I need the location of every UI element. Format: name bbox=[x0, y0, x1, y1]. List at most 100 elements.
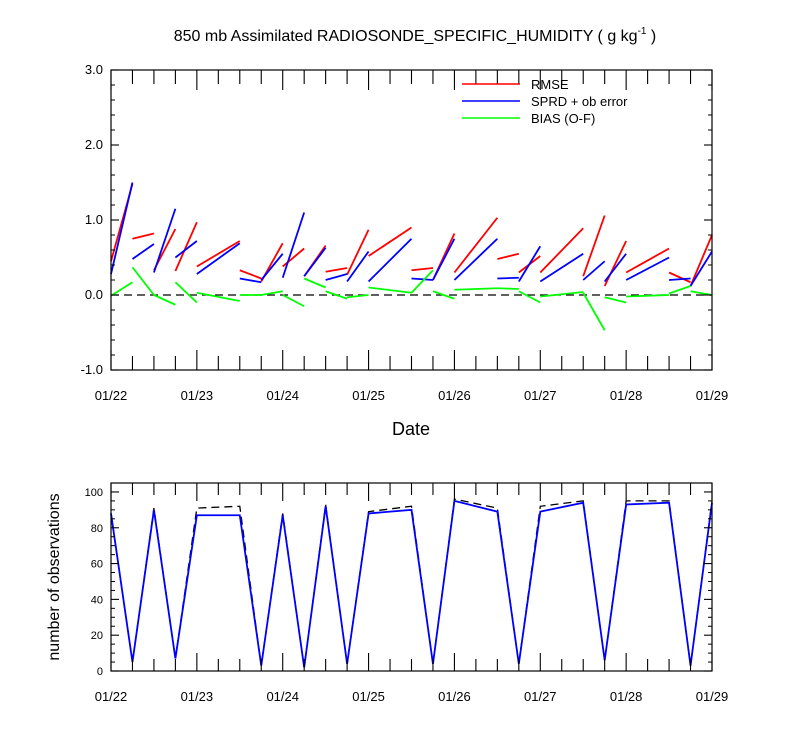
top-xtick-label: 01/28 bbox=[610, 388, 643, 403]
series-sprd-ob-error-segment bbox=[325, 273, 348, 281]
bottom-series-layer bbox=[110, 498, 713, 668]
series-rmse-segment bbox=[411, 267, 434, 272]
series-bias-o-f-segment bbox=[110, 281, 133, 297]
series-bias-o-f-segment bbox=[282, 294, 305, 308]
series-sprd-ob-error-segment bbox=[669, 277, 691, 281]
series-bias-o-f-segment bbox=[582, 292, 606, 331]
series-sprd-ob-error-segment bbox=[281, 212, 306, 279]
series-rmse-segment bbox=[174, 221, 198, 272]
series-sprd-ob-error-segment bbox=[196, 242, 241, 275]
series-rmse-segment bbox=[668, 271, 691, 284]
series-bias-o-f-segment bbox=[518, 290, 541, 304]
bottom-ytick-label: 40 bbox=[91, 594, 103, 606]
series-rmse-segment bbox=[453, 217, 499, 274]
chart-title: 850 mb Assimilated RADIOSONDE_SPECIFIC_H… bbox=[174, 26, 657, 45]
top-ytick-label: 2.0 bbox=[85, 137, 103, 152]
chart-title-main: 850 mb Assimilated RADIOSONDE_SPECIFIC_H… bbox=[174, 28, 638, 45]
series-bias-o-f-segment bbox=[303, 277, 326, 289]
series-bias-o-f-segment bbox=[261, 290, 283, 296]
series-rmse-segment bbox=[282, 247, 305, 268]
top-plot-frame bbox=[110, 69, 713, 371]
series-bias-o-f-segment bbox=[668, 285, 691, 295]
legend: RMSE SPRD + ob error BIAS (O-F) bbox=[462, 77, 628, 126]
series-rmse-segment bbox=[539, 227, 584, 274]
bottom-ytick-label: 60 bbox=[91, 559, 103, 571]
series-sprd-ob-error-segment bbox=[174, 240, 198, 259]
top-ytick-label: 1.0 bbox=[85, 212, 103, 227]
series-rmse-segment bbox=[625, 247, 670, 274]
series-bias-o-f-segment bbox=[174, 281, 198, 304]
bottom-ytick-label: 100 bbox=[85, 487, 103, 499]
series-bias-o-f-segment bbox=[325, 290, 348, 300]
top-ytick-label: 0.0 bbox=[85, 287, 103, 302]
series-rmse-segment bbox=[368, 226, 412, 257]
series-bias-o-f-segment bbox=[454, 287, 498, 291]
series-bias-o-f-segment bbox=[604, 296, 627, 304]
legend-label-sprd: SPRD + ob error bbox=[531, 94, 628, 109]
series-bias-o-f-segment bbox=[131, 266, 155, 296]
y-axis-title-observations: number of observations bbox=[46, 493, 63, 660]
series-rmse-segment bbox=[196, 240, 241, 268]
top-xtick-label: 01/29 bbox=[696, 388, 729, 403]
top-ytick-label: -1.0 bbox=[81, 362, 103, 377]
series-sprd-ob-error-segment bbox=[367, 238, 413, 283]
top-series-layer bbox=[110, 182, 713, 331]
series-sprd-ob-error-segment bbox=[518, 245, 542, 282]
legend-label-rmse: RMSE bbox=[531, 77, 569, 92]
series-sprd-ob-error-segment bbox=[260, 253, 284, 281]
legend-label-bias: BIAS (O-F) bbox=[531, 111, 595, 126]
top-xtick-label: 01/24 bbox=[266, 388, 299, 403]
series-rmse-segment bbox=[497, 252, 520, 260]
series-sprd-ob-error-segment bbox=[131, 243, 155, 260]
bottom-xtick-label: 01/22 bbox=[95, 689, 128, 704]
bottom-xtick-label: 01/25 bbox=[352, 689, 385, 704]
top-xtick-label: 01/23 bbox=[181, 388, 214, 403]
series-sprd-ob-error-segment bbox=[582, 260, 606, 281]
series-bias-o-f-segment bbox=[196, 291, 240, 302]
series-rmse-segment bbox=[582, 215, 606, 277]
chart-title-end: ) bbox=[646, 28, 656, 45]
bottom-ytick-label: 20 bbox=[91, 630, 103, 642]
series-sprd-ob-error-segment bbox=[153, 208, 177, 273]
series-sprd-ob-error-segment bbox=[303, 247, 327, 277]
series-bias-o-f-segment bbox=[497, 287, 519, 290]
top-xtick-label: 01/26 bbox=[438, 388, 471, 403]
top-ytick-label: 3.0 bbox=[85, 62, 103, 77]
x-axis-title: Date bbox=[392, 419, 430, 439]
series-sprd-ob-error-segment bbox=[411, 277, 434, 281]
series-sprd-ob-error-segment bbox=[110, 182, 134, 275]
chart-title-exponent: -1 bbox=[638, 26, 647, 37]
obs-series-assimilated-observations bbox=[110, 499, 713, 668]
bottom-ytick-label: 80 bbox=[91, 523, 103, 535]
series-sprd-ob-error-segment bbox=[432, 238, 456, 281]
series-rmse-segment bbox=[239, 269, 262, 280]
series-bias-o-f-segment bbox=[626, 294, 670, 298]
series-bias-o-f-segment bbox=[153, 294, 176, 306]
series-bias-o-f-segment bbox=[347, 294, 369, 299]
bottom-xtick-label: 01/29 bbox=[696, 689, 729, 704]
bottom-xtick-label: 01/23 bbox=[181, 689, 214, 704]
series-rmse-segment bbox=[325, 267, 348, 273]
series-rmse-segment bbox=[689, 234, 713, 287]
bottom-ytick-label: 0 bbox=[97, 666, 103, 678]
obs-series-possible-observations bbox=[110, 498, 713, 668]
bottom-panel: 0 20 40 60 80 100 01/22 01/23 01/24 01/25 01/26 01/… bbox=[85, 482, 729, 704]
series-rmse-segment bbox=[603, 240, 627, 287]
series-sprd-ob-error-segment bbox=[603, 253, 627, 283]
bottom-xtick-label: 01/26 bbox=[438, 689, 471, 704]
top-panel: -1.0 0.0 1.0 2.0 3.0 01/22 01/23 01/24 01/25 01/2… bbox=[81, 62, 729, 403]
series-sprd-ob-error-segment bbox=[625, 256, 670, 281]
series-sprd-ob-error-segment bbox=[346, 250, 370, 283]
top-xtick-label: 01/22 bbox=[95, 388, 128, 403]
series-sprd-ob-error-segment bbox=[453, 238, 498, 281]
series-sprd-ob-error-segment bbox=[497, 276, 519, 280]
bottom-plot-frame bbox=[110, 482, 713, 672]
top-axes: -1.0 0.0 1.0 2.0 3.0 01/22 01/23 01/24 01/25 01/2… bbox=[81, 62, 729, 403]
series-rmse-segment bbox=[132, 232, 155, 240]
bottom-xtick-label: 01/24 bbox=[266, 689, 299, 704]
series-bias-o-f-segment bbox=[690, 290, 713, 296]
series-bias-o-f-segment bbox=[540, 291, 584, 298]
top-xtick-label: 01/25 bbox=[352, 388, 385, 403]
series-sprd-ob-error-segment bbox=[239, 277, 262, 284]
